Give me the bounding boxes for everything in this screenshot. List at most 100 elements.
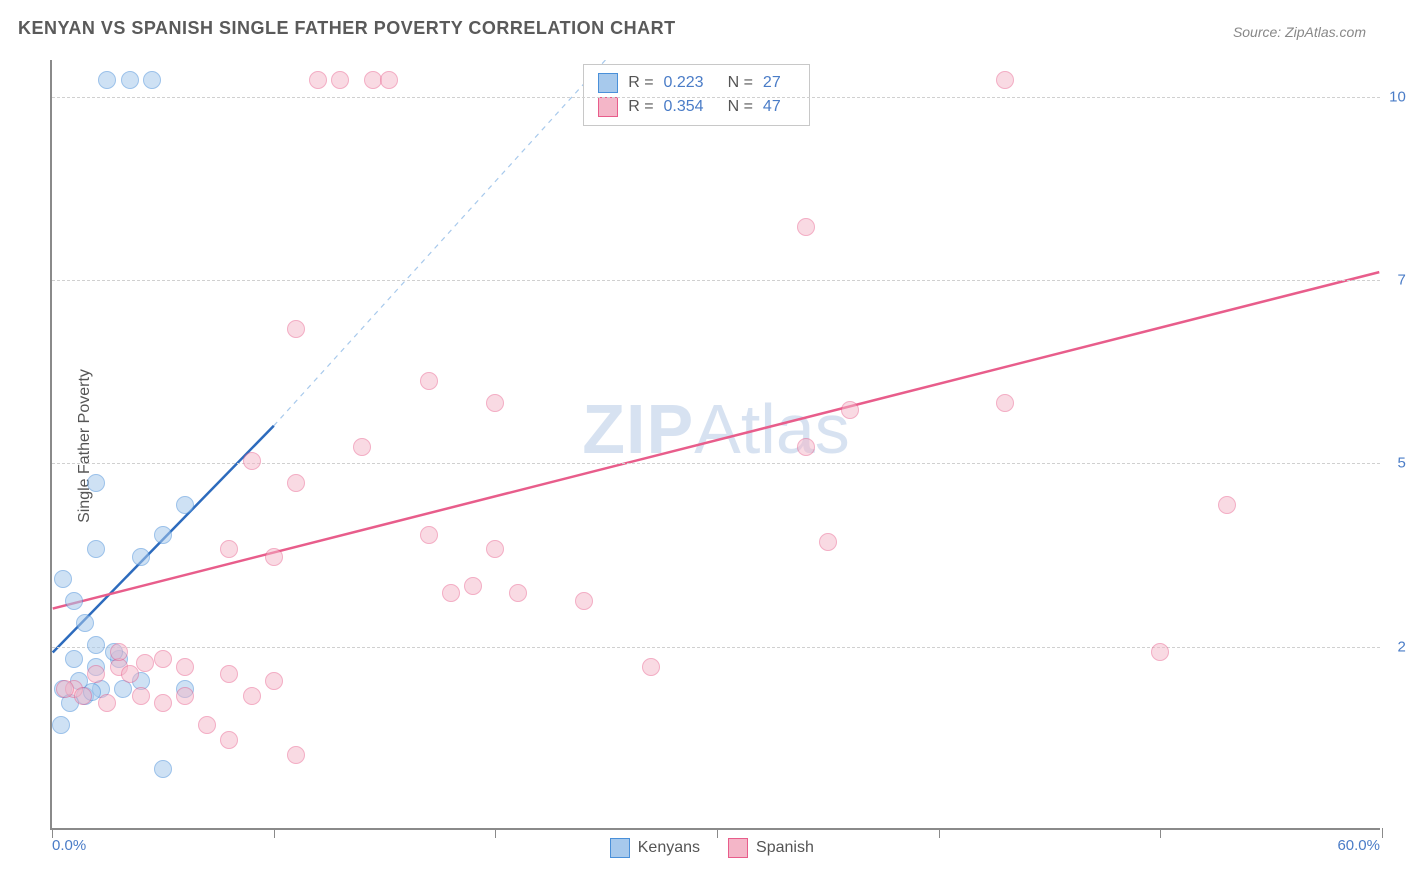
data-point bbox=[420, 372, 438, 390]
x-tick bbox=[1382, 828, 1383, 838]
data-point bbox=[98, 71, 116, 89]
data-point bbox=[287, 474, 305, 492]
data-point bbox=[1218, 496, 1236, 514]
y-tick-label: 100.0% bbox=[1389, 88, 1406, 105]
data-point bbox=[74, 687, 92, 705]
data-point bbox=[121, 665, 139, 683]
data-point bbox=[996, 71, 1014, 89]
data-point bbox=[220, 665, 238, 683]
data-point bbox=[110, 643, 128, 661]
data-point bbox=[56, 680, 74, 698]
data-point bbox=[819, 533, 837, 551]
x-tick bbox=[939, 828, 940, 838]
data-point bbox=[65, 650, 83, 668]
data-point bbox=[575, 592, 593, 610]
legend-label: Kenyans bbox=[638, 839, 700, 857]
watermark-zip: ZIP bbox=[582, 390, 694, 468]
data-point bbox=[309, 71, 327, 89]
x-tick bbox=[274, 828, 275, 838]
data-point bbox=[154, 650, 172, 668]
legend-r-label: R = bbox=[628, 74, 653, 92]
y-tick-label: 50.0% bbox=[1397, 455, 1406, 472]
data-point bbox=[220, 731, 238, 749]
data-point bbox=[87, 636, 105, 654]
data-point bbox=[136, 654, 154, 672]
data-point bbox=[198, 716, 216, 734]
data-point bbox=[65, 592, 83, 610]
legend-label: Spanish bbox=[756, 839, 814, 857]
data-point bbox=[1151, 643, 1169, 661]
trend-line bbox=[53, 272, 1380, 608]
data-point bbox=[154, 526, 172, 544]
series-legend: Kenyans Spanish bbox=[610, 838, 814, 858]
data-point bbox=[996, 394, 1014, 412]
data-point bbox=[87, 540, 105, 558]
data-point bbox=[132, 687, 150, 705]
data-point bbox=[176, 658, 194, 676]
x-tick bbox=[52, 828, 53, 838]
x-tick bbox=[1160, 828, 1161, 838]
data-point bbox=[87, 474, 105, 492]
legend-n-label: N = bbox=[728, 98, 753, 116]
legend-r-value: 0.354 bbox=[664, 98, 704, 116]
data-point bbox=[52, 716, 70, 734]
data-point bbox=[98, 694, 116, 712]
source-attribution: Source: ZipAtlas.com bbox=[1233, 24, 1366, 40]
data-point bbox=[287, 746, 305, 764]
legend-item: Spanish bbox=[728, 838, 814, 858]
data-point bbox=[464, 577, 482, 595]
data-point bbox=[132, 548, 150, 566]
data-point bbox=[265, 672, 283, 690]
x-tick-label-max: 60.0% bbox=[1337, 837, 1380, 854]
data-point bbox=[797, 438, 815, 456]
chart-title: KENYAN VS SPANISH SINGLE FATHER POVERTY … bbox=[18, 18, 676, 39]
data-point bbox=[243, 687, 261, 705]
legend-r-value: 0.223 bbox=[664, 74, 704, 92]
legend-n-value: 27 bbox=[763, 74, 781, 92]
y-tick-label: 25.0% bbox=[1397, 638, 1406, 655]
data-point bbox=[154, 760, 172, 778]
data-point bbox=[176, 496, 194, 514]
data-point bbox=[154, 694, 172, 712]
y-tick-label: 75.0% bbox=[1397, 272, 1406, 289]
data-point bbox=[76, 614, 94, 632]
data-point bbox=[143, 71, 161, 89]
chart-container: KENYAN VS SPANISH SINGLE FATHER POVERTY … bbox=[0, 0, 1406, 892]
plot-area: ZIPAtlas R =0.223N =27R =0.354N =47 Keny… bbox=[50, 60, 1380, 830]
x-tick bbox=[495, 828, 496, 838]
correlation-legend: R =0.223N =27R =0.354N =47 bbox=[583, 64, 810, 126]
gridline-h bbox=[52, 647, 1380, 648]
x-tick-label-min: 0.0% bbox=[52, 837, 86, 854]
data-point bbox=[353, 438, 371, 456]
data-point bbox=[243, 452, 261, 470]
data-point bbox=[841, 401, 859, 419]
legend-swatch bbox=[610, 838, 630, 858]
data-point bbox=[797, 218, 815, 236]
trend-lines-svg bbox=[52, 60, 1380, 828]
data-point bbox=[265, 548, 283, 566]
data-point bbox=[331, 71, 349, 89]
trend-line bbox=[274, 60, 606, 426]
data-point bbox=[509, 584, 527, 602]
legend-row: R =0.223N =27 bbox=[598, 71, 795, 95]
legend-swatch bbox=[598, 97, 618, 117]
data-point bbox=[420, 526, 438, 544]
data-point bbox=[486, 540, 504, 558]
legend-item: Kenyans bbox=[610, 838, 700, 858]
data-point bbox=[442, 584, 460, 602]
data-point bbox=[642, 658, 660, 676]
watermark: ZIPAtlas bbox=[582, 389, 850, 469]
data-point bbox=[87, 665, 105, 683]
watermark-atlas: Atlas bbox=[694, 390, 850, 468]
data-point bbox=[287, 320, 305, 338]
legend-r-label: R = bbox=[628, 98, 653, 116]
data-point bbox=[486, 394, 504, 412]
data-point bbox=[176, 687, 194, 705]
data-point bbox=[54, 570, 72, 588]
legend-swatch bbox=[728, 838, 748, 858]
data-point bbox=[220, 540, 238, 558]
data-point bbox=[380, 71, 398, 89]
gridline-h bbox=[52, 97, 1380, 98]
legend-row: R =0.354N =47 bbox=[598, 95, 795, 119]
gridline-h bbox=[52, 280, 1380, 281]
